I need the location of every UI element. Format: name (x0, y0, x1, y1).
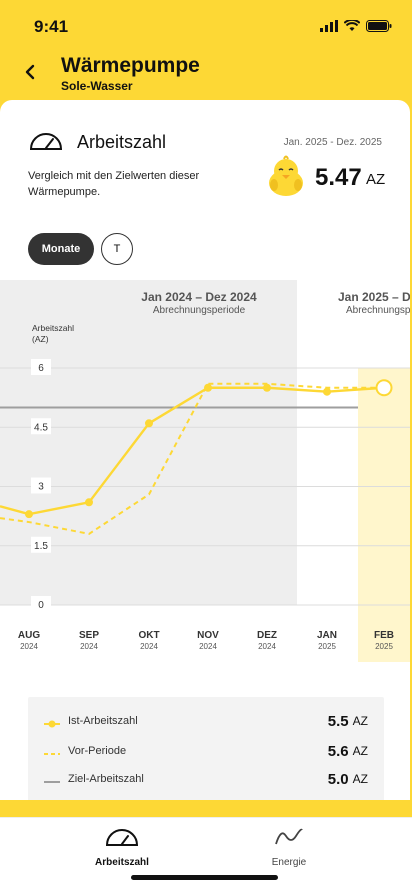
data-point (263, 383, 271, 392)
y-tick-label: 6 (38, 363, 44, 374)
period-sublabel: Abrechnungsperiode (153, 305, 246, 316)
content-sheet: Arbeitszahl Jan. 2025 - Dez. 2025 Vergle… (0, 100, 410, 800)
data-point (323, 387, 331, 396)
x-tick-month: DEZ (257, 630, 277, 641)
legend-swatch-ist (44, 716, 60, 728)
chevron-left-icon (25, 64, 35, 80)
tick-label-bg (31, 536, 51, 553)
legend-name: Ziel-Arbeitszahl (68, 773, 144, 785)
data-point (85, 498, 93, 507)
x-tick-year: 2024 (258, 642, 276, 651)
x-tick-month: NOV (197, 630, 219, 641)
gauge-icon (29, 133, 63, 150)
x-tick-year: 2024 (199, 642, 217, 651)
back-button[interactable] (18, 60, 42, 84)
wave-icon (275, 828, 303, 845)
legend-unit: AZ (352, 744, 368, 758)
page-subtitle: Sole-Wasser (61, 79, 133, 93)
x-tick-year: 2024 (20, 642, 38, 651)
y-axis-unit: (AZ) (32, 334, 49, 344)
status-icons (320, 20, 392, 32)
wifi-icon (344, 20, 360, 31)
az-unit: AZ (366, 171, 386, 188)
period-sublabel: Abrechnungsp (346, 305, 410, 316)
tick-label-bg (31, 596, 51, 612)
y-tick-label: 0 (38, 600, 44, 611)
selected-month-highlight (358, 368, 410, 662)
series-vor-periode (0, 382, 384, 535)
gauge-icon (105, 829, 139, 846)
legend-name: Ist-Arbeitszahl (68, 715, 138, 727)
period-label: Jan 2025 – D (338, 290, 410, 304)
card-title: Arbeitszahl (77, 132, 167, 152)
page-title: Wärmepumpe (61, 54, 200, 77)
date-range: Jan. 2025 - Dez. 2025 (283, 137, 382, 148)
battery-icon (366, 20, 392, 32)
legend-swatch-vor (44, 746, 60, 756)
legend-value: 5.5 (327, 712, 349, 730)
x-tick-year: 2025 (375, 642, 393, 651)
data-point (204, 383, 212, 392)
x-tick-month: SEP (79, 630, 99, 641)
status-time: 9:41 (34, 17, 69, 36)
data-point (145, 419, 153, 428)
legend-swatch-ziel (44, 774, 60, 784)
x-tick-month: AUG (18, 630, 40, 641)
legend-row: Ziel-Arbeitszahl 5.0 AZ (44, 769, 368, 789)
data-point-selected (375, 379, 393, 397)
legend-value: 5.6 (327, 742, 349, 760)
legend-box: Ist-Arbeitszahl 5.5 AZ Vor-Periode 5.6 A… (28, 697, 384, 800)
y-tick-label: 3 (38, 482, 44, 493)
app-header: Wärmepumpe Sole-Wasser (0, 52, 412, 100)
x-tick-month: OKT (138, 630, 159, 641)
az-value: 5.47 (315, 164, 362, 191)
x-tick-year: 2024 (80, 642, 98, 651)
y-tick-label: 1.5 (34, 541, 48, 552)
legend-unit: AZ (352, 714, 368, 728)
signal-icon (320, 20, 338, 32)
nav-item-energie[interactable]: Energie (229, 826, 349, 868)
x-tick-year: 2025 (318, 642, 336, 651)
toggle-tage[interactable]: T (101, 233, 133, 265)
status-bar: 9:41 (0, 0, 412, 52)
home-indicator (131, 875, 278, 880)
legend-row: Vor-Periode 5.6 AZ (44, 741, 368, 761)
x-tick-year: 2024 (140, 642, 158, 651)
x-tick-month: FEB (374, 630, 394, 641)
period-label: Jan 2024 – Dez 2024 (141, 290, 257, 304)
tick-label-bg (31, 359, 51, 375)
nav-label: Arbeitszahl (95, 857, 149, 868)
line-chart: 6 4.5 3 1.5 0 Arbeitszahl(AZ) Jan 2024 – Dez 2… (0, 280, 410, 662)
tick-label-bg (31, 477, 51, 494)
x-tick-month: JAN (317, 630, 337, 641)
nav-label: Energie (271, 857, 307, 868)
y-axis-label: Arbeitszahl (32, 323, 74, 333)
nav-item-arbeitszahl[interactable]: Arbeitszahl (62, 826, 182, 868)
y-tick-label: 4.5 (34, 422, 48, 433)
legend-value: 5.0 (327, 770, 349, 788)
chick-mascot-icon (269, 155, 303, 196)
legend-row: Ist-Arbeitszahl 5.5 AZ (44, 711, 368, 731)
card-description: Vergleich mit den Zielwerten dieser Wärm… (28, 170, 200, 198)
legend-unit: AZ (352, 772, 368, 786)
toggle-monate[interactable]: Monate (28, 233, 94, 265)
data-point (25, 510, 33, 519)
tick-label-bg (31, 418, 51, 435)
series-ist-arbeitszahl (0, 386, 385, 516)
legend-name: Vor-Periode (68, 745, 127, 757)
